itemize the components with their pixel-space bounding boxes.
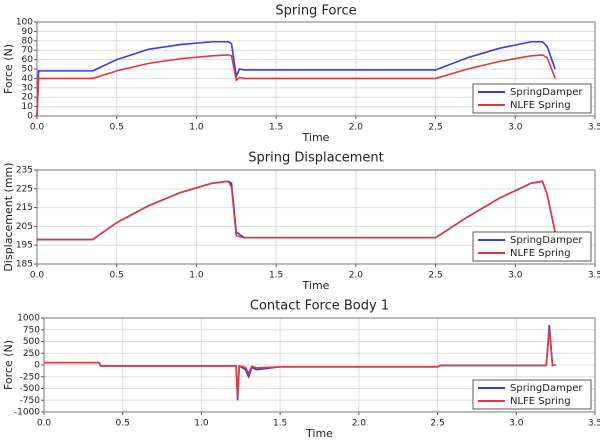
x-tick-label: 2.0 — [349, 123, 364, 133]
legend-label: SpringDamper — [510, 235, 583, 246]
series-line — [44, 329, 556, 398]
y-tick-label: 0 — [34, 361, 40, 371]
y-tick-label: 80 — [22, 36, 34, 46]
y-tick-label: -500 — [20, 384, 41, 394]
plot-frame — [36, 169, 596, 265]
x-axis-label: Time — [302, 131, 330, 144]
y-tick-label: 750 — [23, 325, 40, 335]
legend-label: SpringDamper — [510, 87, 583, 98]
x-tick-label: 1.0 — [194, 419, 209, 429]
y-tick-label: 250 — [23, 349, 40, 359]
y-tick-label: 70 — [22, 46, 34, 56]
series-line — [36, 54, 556, 117]
legend-label: NLFE Spring — [510, 248, 571, 259]
x-tick-label: 1.5 — [269, 271, 283, 281]
y-tick-label: 0 — [27, 112, 33, 122]
y-tick-label: 20 — [22, 93, 34, 103]
x-tick-label: 0.5 — [110, 123, 124, 133]
x-tick-label: 3.0 — [508, 123, 523, 133]
legend-label: NLFE Spring — [510, 100, 571, 111]
y-tick-label: 100 — [16, 18, 33, 28]
plot-frame — [43, 317, 596, 413]
series-line — [37, 180, 556, 241]
y-axis-label: Displacement (mm) — [2, 162, 15, 271]
y-tick-label: 225 — [16, 184, 33, 194]
y-tick-label: 205 — [16, 222, 33, 232]
legend-label: SpringDamper — [510, 383, 583, 394]
x-tick-label: 3.0 — [508, 271, 523, 281]
x-tick-label: 1.5 — [269, 123, 283, 133]
y-axis-label: Force (N) — [2, 44, 15, 94]
y-tick-label: -250 — [20, 372, 41, 382]
x-tick-label: 3.0 — [509, 419, 524, 429]
x-tick-label: 0.5 — [116, 419, 130, 429]
x-tick-label: 2.5 — [428, 271, 442, 281]
x-tick-label: 1.0 — [189, 123, 204, 133]
legend-box — [472, 83, 592, 114]
y-axis-label: Force (N) — [2, 340, 15, 390]
x-tick-label: 2.5 — [428, 123, 442, 133]
y-tick-label: 235 — [16, 166, 33, 176]
y-tick-label: 500 — [23, 337, 40, 347]
x-tick-label: 0.0 — [30, 123, 45, 133]
x-tick-label: 1.0 — [189, 271, 204, 281]
chart-title: Spring Displacement — [248, 151, 383, 166]
y-tick-label: 60 — [22, 55, 34, 65]
legend-box — [472, 231, 592, 262]
x-tick-label: 2.0 — [352, 419, 367, 429]
x-tick-label: 3.5 — [588, 271, 600, 281]
legend-box — [472, 379, 592, 410]
x-tick-label: 0.5 — [110, 271, 124, 281]
y-tick-label: -750 — [20, 396, 41, 406]
x-tick-label: 0.0 — [37, 419, 52, 429]
x-tick-label: 2.0 — [349, 271, 364, 281]
x-axis-label: Time — [302, 279, 330, 292]
series-line — [36, 40, 556, 117]
x-tick-label: 1.5 — [273, 419, 287, 429]
x-tick-label: 3.5 — [588, 123, 600, 133]
y-tick-label: 30 — [22, 83, 34, 93]
chart-title: Spring Force — [275, 4, 356, 19]
y-tick-label: 185 — [16, 260, 33, 270]
y-tick-label: 10 — [22, 102, 34, 112]
plot-frame — [36, 21, 596, 117]
y-tick-label: 40 — [22, 74, 34, 84]
x-tick-label: 2.5 — [430, 419, 444, 429]
x-tick-label: 3.5 — [588, 419, 600, 429]
y-tick-label: 90 — [22, 27, 34, 37]
y-tick-label: 195 — [16, 241, 33, 251]
y-tick-label: 1000 — [17, 314, 40, 324]
y-tick-label: 215 — [16, 203, 33, 213]
x-tick-label: 0.0 — [30, 271, 45, 281]
x-axis-label: Time — [305, 427, 333, 440]
y-tick-label: -1000 — [14, 408, 40, 418]
legend-label: NLFE Spring — [510, 396, 571, 407]
y-tick-label: 50 — [22, 65, 34, 75]
chart-title: Contact Force Body 1 — [250, 299, 389, 314]
